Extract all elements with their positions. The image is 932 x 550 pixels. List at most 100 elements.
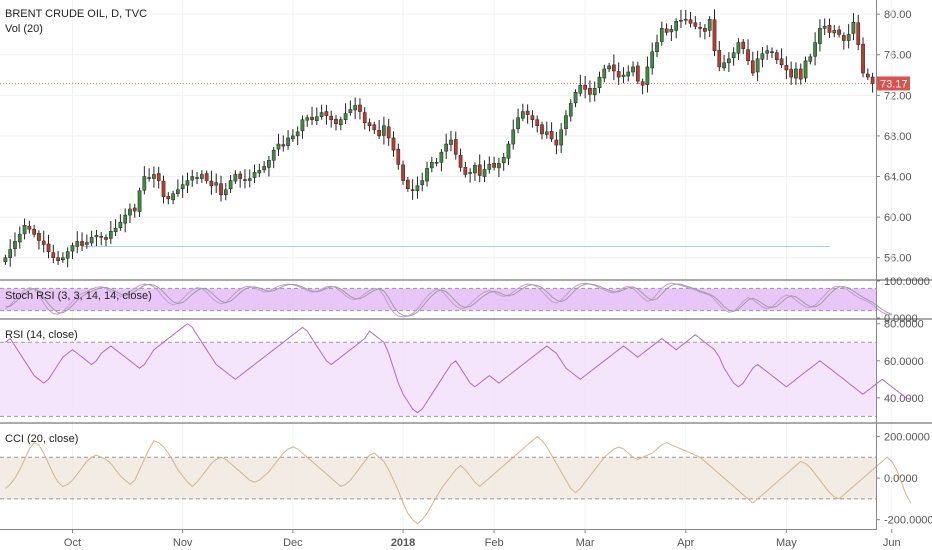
candle <box>176 179 180 197</box>
candle-body <box>386 126 391 139</box>
candle <box>842 32 846 50</box>
candle <box>511 119 516 150</box>
candle <box>669 25 674 42</box>
indicator-tick-label: 60.0000 <box>884 356 924 368</box>
candle-body <box>123 214 128 224</box>
candle-body <box>813 42 817 57</box>
candle <box>386 118 391 146</box>
candle <box>674 18 679 39</box>
candle-body <box>176 189 180 195</box>
candle <box>559 123 564 153</box>
candle <box>463 161 468 178</box>
candle-body <box>865 73 870 78</box>
candle <box>276 133 281 156</box>
candle-body <box>530 115 535 120</box>
candle <box>827 18 832 38</box>
candle-body <box>612 64 616 72</box>
candle <box>247 169 252 188</box>
candle-body <box>588 87 592 95</box>
candle-body <box>631 66 635 73</box>
candle <box>209 170 214 195</box>
candle <box>468 168 472 183</box>
candle <box>851 13 856 41</box>
candle <box>573 89 578 108</box>
candle-body <box>358 104 362 112</box>
candle <box>99 232 104 246</box>
candle-body <box>463 167 468 175</box>
candle-body <box>353 105 358 111</box>
candle-body <box>204 173 209 181</box>
indicator-series-line <box>5 283 892 317</box>
candle-body <box>477 164 482 176</box>
candle-body <box>70 245 75 252</box>
candle-body <box>338 119 343 126</box>
candle-body <box>765 50 770 54</box>
cci-panel[interactable]: 200.0000 0.0000 -200.0000 <box>0 431 932 527</box>
candle-body <box>305 117 310 121</box>
price-panel[interactable]: 80.00 76.00 72.00 68.00 64.00 60.00 56.00 73.17 <box>0 0 932 529</box>
candle-body <box>37 233 41 241</box>
candle-body <box>80 241 84 246</box>
candle <box>295 126 300 146</box>
candle-body <box>573 92 578 104</box>
candle-body <box>602 68 607 79</box>
candle <box>588 80 592 103</box>
candle <box>425 161 429 187</box>
candle <box>343 103 348 124</box>
candle-body <box>870 76 875 84</box>
indicator-tick-label: 200.0000 <box>884 431 930 443</box>
candle-body <box>592 87 597 96</box>
candle <box>597 71 602 94</box>
candle <box>132 203 137 218</box>
candle-body <box>46 243 51 252</box>
time-tick-label: 2018 <box>391 537 415 549</box>
candle-body <box>152 174 156 179</box>
candle-body <box>698 27 702 29</box>
candle <box>3 254 8 265</box>
candle-body <box>314 116 319 121</box>
candle <box>415 176 420 199</box>
candle-body <box>396 148 401 165</box>
rsi-panel[interactable]: 80.0000 60.0000 40.0000 <box>0 319 924 417</box>
candle-body <box>271 149 276 161</box>
candle <box>300 115 305 139</box>
candle <box>592 81 597 102</box>
candle <box>803 56 808 83</box>
candle-body <box>453 139 458 155</box>
candle-body <box>779 58 784 66</box>
candle-body <box>506 143 511 159</box>
candle <box>540 121 544 140</box>
candle <box>640 78 645 95</box>
candle-body <box>429 162 434 169</box>
candle-body <box>75 241 80 247</box>
candle <box>865 68 870 81</box>
candle-body <box>564 115 568 130</box>
candle <box>358 98 362 120</box>
candle <box>492 156 496 171</box>
candle-body <box>286 137 290 146</box>
candle <box>549 122 554 143</box>
price-tick-label: 68.00 <box>884 131 912 143</box>
candle <box>310 106 314 126</box>
candle-body <box>616 71 621 78</box>
candle-body <box>621 74 626 77</box>
candle <box>741 39 746 55</box>
candle <box>190 169 195 187</box>
candle <box>362 107 367 130</box>
candle <box>41 230 46 253</box>
candle-body <box>137 190 142 212</box>
candle <box>659 21 664 46</box>
candle <box>118 214 123 231</box>
candle-body <box>27 225 32 230</box>
candle-body <box>84 242 89 245</box>
candle <box>525 104 530 124</box>
candle-body <box>22 224 27 235</box>
candle-body <box>501 156 506 164</box>
candle-body <box>626 71 631 77</box>
candle <box>137 187 142 218</box>
candle <box>8 239 13 267</box>
candle <box>429 156 434 173</box>
candle <box>199 170 204 183</box>
